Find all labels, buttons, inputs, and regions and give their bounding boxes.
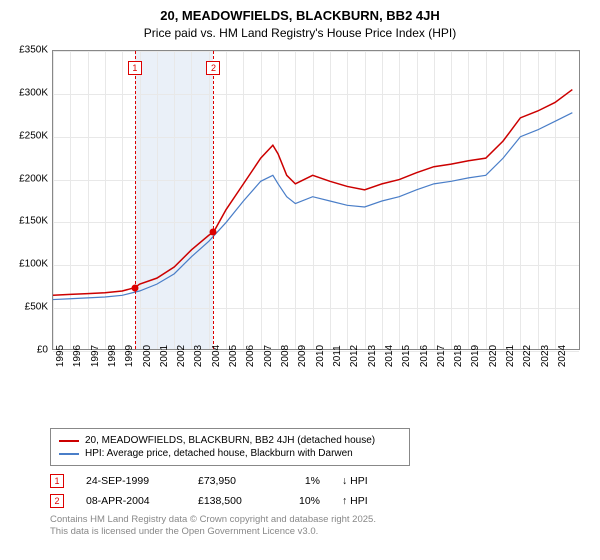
series-hpi — [53, 113, 572, 300]
x-axis-label: 2012 — [349, 345, 360, 367]
transaction-date: 24-SEP-1999 — [86, 475, 176, 487]
transaction-pct: 1% — [280, 475, 320, 487]
plot-area: 12 — [52, 50, 580, 350]
x-axis-label: 2018 — [453, 345, 464, 367]
x-axis-label: 2006 — [245, 345, 256, 367]
marker-line — [213, 51, 214, 349]
x-axis-label: 2011 — [332, 345, 343, 367]
x-axis-label: 2003 — [193, 345, 204, 367]
data-point — [210, 229, 217, 236]
marker-box: 2 — [206, 61, 220, 75]
x-axis-label: 2022 — [522, 345, 533, 367]
transaction-marker-box: 2 — [50, 494, 64, 508]
x-axis-label: 1995 — [55, 345, 66, 367]
x-axis-label: 1999 — [124, 345, 135, 367]
x-axis-label: 2017 — [436, 345, 447, 367]
x-axis-label: 2010 — [315, 345, 326, 367]
x-axis-label: 1998 — [107, 345, 118, 367]
transaction-date: 08-APR-2004 — [86, 495, 176, 507]
transaction-price: £138,500 — [198, 495, 258, 507]
legend: 20, MEADOWFIELDS, BLACKBURN, BB2 4JH (de… — [50, 428, 410, 466]
legend-label: HPI: Average price, detached house, Blac… — [85, 448, 353, 459]
chart-title: 20, MEADOWFIELDS, BLACKBURN, BB2 4JH — [12, 8, 588, 23]
x-axis-label: 1997 — [90, 345, 101, 367]
legend-row: 20, MEADOWFIELDS, BLACKBURN, BB2 4JH (de… — [59, 435, 401, 446]
x-axis-label: 2008 — [280, 345, 291, 367]
transaction-price: £73,950 — [198, 475, 258, 487]
x-axis-label: 2000 — [142, 345, 153, 367]
chart-subtitle: Price paid vs. HM Land Registry's House … — [12, 26, 588, 40]
legend-swatch — [59, 453, 79, 455]
x-axis-label: 2019 — [470, 345, 481, 367]
y-axis-label: £50K — [12, 302, 48, 313]
transaction-pct: 10% — [280, 495, 320, 507]
x-axis-label: 2007 — [263, 345, 274, 367]
footer-attribution: Contains HM Land Registry data © Crown c… — [50, 514, 588, 539]
y-axis-label: £200K — [12, 173, 48, 184]
x-axis-label: 2020 — [488, 345, 499, 367]
arrow-icon: ↓ HPI — [342, 475, 368, 487]
x-axis-label: 2015 — [401, 345, 412, 367]
marker-line — [135, 51, 136, 349]
y-axis-label: £0 — [12, 345, 48, 356]
marker-box: 1 — [128, 61, 142, 75]
transactions-table: 1 24-SEP-1999 £73,950 1% ↓ HPI 2 08-APR-2004 £1… — [50, 474, 588, 508]
data-point — [131, 284, 138, 291]
arrow-icon: ↑ HPI — [342, 495, 368, 507]
legend-swatch — [59, 440, 79, 442]
x-axis-label: 2005 — [228, 345, 239, 367]
x-axis-label: 2004 — [211, 345, 222, 367]
y-axis-label: £100K — [12, 259, 48, 270]
transaction-row: 2 08-APR-2004 £138,500 10% ↑ HPI — [50, 494, 588, 508]
legend-label: 20, MEADOWFIELDS, BLACKBURN, BB2 4JH (de… — [85, 435, 375, 446]
x-axis-label: 2021 — [505, 345, 516, 367]
x-axis-label: 2002 — [176, 345, 187, 367]
y-axis-label: £150K — [12, 216, 48, 227]
x-axis-label: 2023 — [540, 345, 551, 367]
x-axis-label: 2016 — [419, 345, 430, 367]
transaction-marker-box: 1 — [50, 474, 64, 488]
footer-line-2: This data is licensed under the Open Gov… — [50, 526, 588, 538]
legend-row: HPI: Average price, detached house, Blac… — [59, 448, 401, 459]
transaction-row: 1 24-SEP-1999 £73,950 1% ↓ HPI — [50, 474, 588, 488]
y-axis-label: £350K — [12, 45, 48, 56]
x-axis-label: 2001 — [159, 345, 170, 367]
series-lines — [53, 51, 581, 351]
x-axis-label: 2009 — [297, 345, 308, 367]
footer-line-1: Contains HM Land Registry data © Crown c… — [50, 514, 588, 526]
chart-area: 12£0£50K£100K£150K£200K£250K£300K£350K19… — [12, 48, 588, 388]
x-axis-label: 2024 — [557, 345, 568, 367]
series-property — [53, 90, 572, 296]
x-axis-label: 1996 — [72, 345, 83, 367]
x-axis-label: 2013 — [367, 345, 378, 367]
y-axis-label: £250K — [12, 130, 48, 141]
y-axis-label: £300K — [12, 87, 48, 98]
x-axis-label: 2014 — [384, 345, 395, 367]
